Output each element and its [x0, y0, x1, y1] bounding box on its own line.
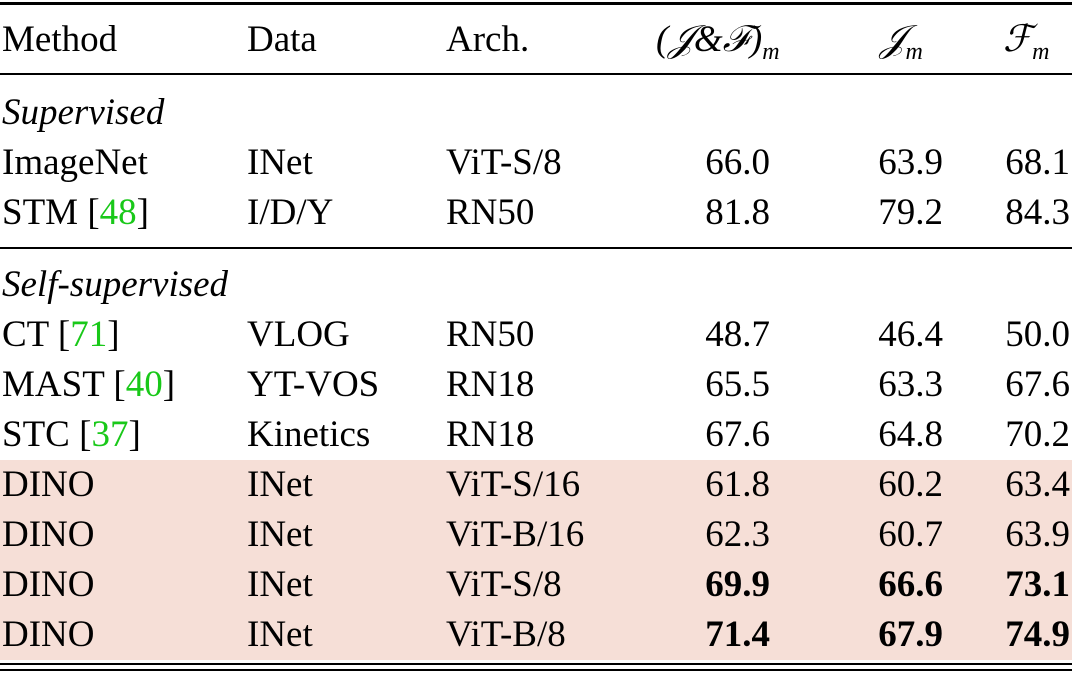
method-cell: MAST [40]: [2, 364, 176, 405]
method-name: DINO: [2, 464, 95, 505]
jf-mean-cell: 48.7: [705, 314, 770, 355]
data-cell: INet: [247, 564, 313, 605]
arch-cell: RN50: [446, 192, 535, 233]
method-cell: DINO: [2, 510, 94, 560]
j-mean-cell: 67.9: [878, 614, 943, 655]
method-name: DINO: [2, 564, 95, 605]
method-name: CT: [2, 314, 49, 355]
data-cell: INet: [247, 514, 313, 555]
method-cell: ImageNet: [2, 138, 148, 188]
data-cell: INet: [247, 464, 313, 505]
method-name: MAST: [2, 364, 105, 405]
table-row: STC [37] Kinetics RN18 67.6 64.8 70.2: [0, 410, 1072, 460]
data-cell: INet: [247, 614, 313, 655]
table-row: CT [71] VLOG RN50 48.7 46.4 50.0: [0, 310, 1072, 360]
jf-mean-cell: 66.0: [705, 142, 770, 183]
f-mean-cell: 50.0: [1005, 314, 1070, 355]
method-cell: DINO: [2, 560, 94, 610]
j-mean-cell: 60.2: [878, 464, 943, 505]
bottom-rule-2: [0, 669, 1072, 671]
f-mean-cell: 84.3: [1005, 192, 1070, 233]
table-row: DINO INet ViT-B/8 71.4 67.9 74.9: [0, 610, 1072, 660]
j-mean-cell: 63.9: [878, 142, 943, 183]
jf-mean-cell: 71.4: [705, 614, 770, 655]
j-mean-cell: 60.7: [878, 514, 943, 555]
header-row: Method Data Arch. (𝒥&ℱ)m 𝒥m ℱm: [0, 15, 1072, 65]
table-row: DINO INet ViT-S/8 69.9 66.6 73.1: [0, 560, 1072, 610]
section-title: Self-supervised: [2, 264, 229, 305]
f-mean-cell: 70.2: [1005, 414, 1070, 455]
bottom-rule-1: [0, 663, 1072, 665]
jf-mean-cell: 62.3: [705, 514, 770, 555]
citation-link[interactable]: 40: [125, 364, 163, 405]
arch-cell: RN18: [446, 364, 535, 405]
f-mean-cell: 74.9: [1005, 614, 1070, 655]
table-row: DINO INet ViT-S/16 61.8 60.2 63.4: [0, 460, 1072, 510]
table-row: DINO INet ViT-B/16 62.3 60.7 63.9: [0, 510, 1072, 560]
j-mean-cell: 66.6: [878, 564, 943, 605]
jf-mean-cell: 81.8: [705, 192, 770, 233]
table-row: ImageNet INet ViT-S/8 66.0 63.9 68.1: [0, 138, 1072, 188]
header-j-mean: 𝒥m: [880, 19, 923, 65]
header-arch: Arch.: [446, 19, 530, 60]
method-cell: DINO: [2, 610, 94, 660]
arch-cell: RN18: [446, 414, 535, 455]
method-name: STC: [2, 414, 70, 455]
header-rule: [0, 73, 1072, 75]
data-cell: VLOG: [247, 314, 350, 355]
jf-mean-cell: 67.6: [705, 414, 770, 455]
f-mean-cell: 63.9: [1005, 514, 1070, 555]
f-mean-cell: 68.1: [1005, 142, 1070, 183]
method-cell: DINO: [2, 460, 94, 510]
f-mean-cell: 67.6: [1005, 364, 1070, 405]
header-f-mean: ℱm: [1003, 19, 1050, 65]
method-cell: STC [37]: [2, 414, 141, 455]
arch-cell: ViT-B/16: [446, 514, 585, 555]
top-rule: [0, 2, 1072, 5]
method-name: DINO: [2, 514, 95, 555]
jf-mean-cell: 65.5: [705, 364, 770, 405]
arch-cell: ViT-S/16: [446, 464, 581, 505]
method-name: ImageNet: [2, 142, 148, 183]
jf-mean-cell: 69.9: [705, 564, 770, 605]
citation-link[interactable]: 37: [91, 414, 129, 455]
j-mean-cell: 46.4: [878, 314, 943, 355]
section-title: Supervised: [2, 92, 165, 133]
data-cell: Kinetics: [247, 414, 371, 455]
arch-cell: ViT-S/8: [446, 564, 562, 605]
data-cell: I/D/Y: [247, 192, 334, 233]
method-name: STM: [2, 192, 79, 233]
header-method: Method: [2, 19, 118, 60]
section-rule: [0, 247, 1072, 249]
method-name: DINO: [2, 614, 95, 655]
table-row: STM [48] I/D/Y RN50 81.8 79.2 84.3: [0, 188, 1072, 238]
arch-cell: RN50: [446, 314, 535, 355]
arch-cell: ViT-B/8: [446, 614, 566, 655]
f-mean-cell: 63.4: [1005, 464, 1070, 505]
data-cell: INet: [247, 142, 313, 183]
jf-mean-cell: 61.8: [705, 464, 770, 505]
method-cell: STM [48]: [2, 192, 149, 233]
citation-link[interactable]: 71: [70, 314, 108, 355]
j-mean-cell: 79.2: [878, 192, 943, 233]
j-mean-cell: 64.8: [878, 414, 943, 455]
method-cell: CT [71]: [2, 314, 120, 355]
data-cell: YT-VOS: [247, 364, 380, 405]
j-mean-cell: 63.3: [878, 364, 943, 405]
header-jf-mean: (𝒥&ℱ)m: [656, 19, 780, 65]
citation-link[interactable]: 48: [99, 192, 137, 233]
table-row: MAST [40] YT-VOS RN18 65.5 63.3 67.6: [0, 360, 1072, 410]
header-data: Data: [247, 19, 317, 60]
f-mean-cell: 73.1: [1005, 564, 1070, 605]
arch-cell: ViT-S/8: [446, 142, 562, 183]
